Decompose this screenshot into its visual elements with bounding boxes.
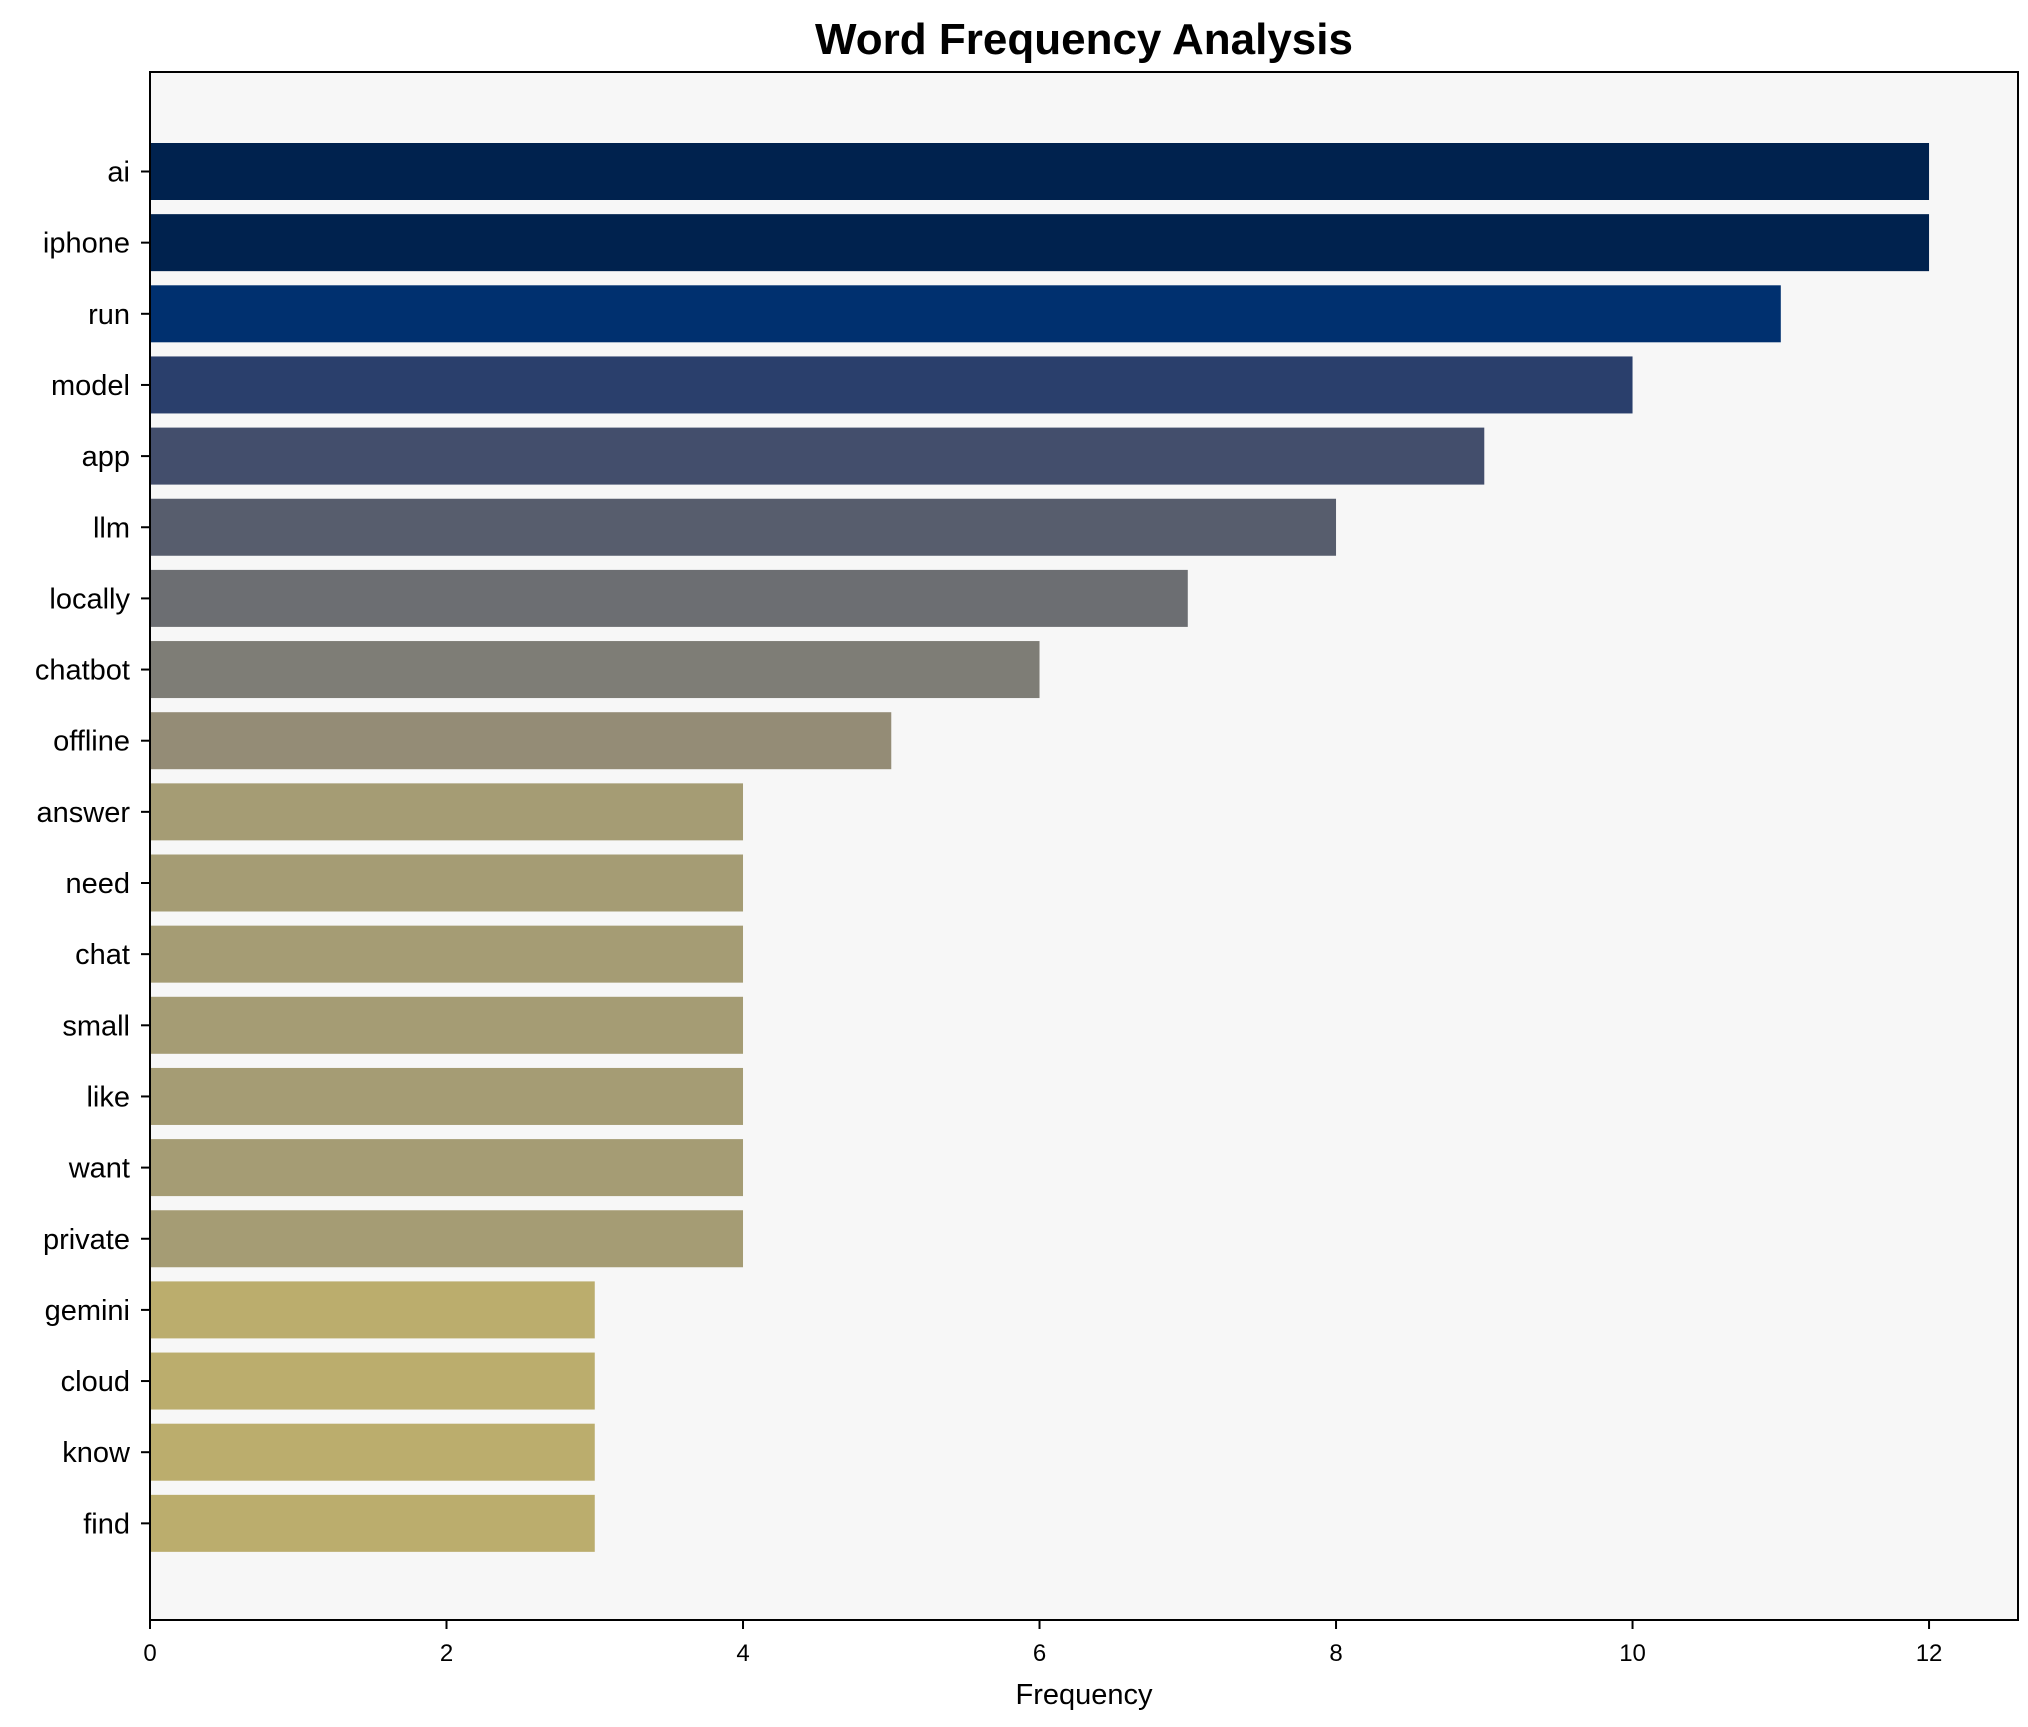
y-tick-label-chat: chat (75, 939, 130, 971)
y-tick-label-like: like (86, 1081, 130, 1113)
y-tick-label-chatbot: chatbot (35, 655, 130, 687)
bars-layer (150, 143, 1930, 1552)
bar-ai (150, 143, 1930, 200)
plot-frame (149, 71, 2019, 1621)
bar-answer (150, 783, 744, 841)
y-tick-label-gemini: gemini (45, 1295, 130, 1327)
bar-gemini (150, 1281, 595, 1339)
bar-need (150, 854, 744, 912)
x-axis-label: Frequency (1015, 1679, 1153, 1711)
x-axis-ticks: 0 2 4 6 8 10 12 (143, 1620, 1942, 1667)
y-tick-label-run: run (88, 299, 130, 331)
x-tick-label: 8 (1329, 1640, 1342, 1667)
y-tick-label-find: find (83, 1508, 130, 1540)
bar-small (150, 996, 744, 1054)
x-tick-label: 4 (736, 1640, 749, 1667)
y-tick-label-llm: llm (93, 512, 130, 544)
y-tick-label-cloud: cloud (61, 1366, 130, 1398)
bar-app (150, 427, 1485, 485)
bar-run (150, 285, 1781, 343)
y-tick-label-small: small (62, 1010, 130, 1042)
y-axis-ticks: ai iphone run model app llm locally chatbot offl… (35, 157, 150, 1540)
x-tick-label: 10 (1619, 1640, 1646, 1667)
y-tick-label-locally: locally (49, 583, 130, 615)
bar-like (150, 1067, 744, 1125)
y-tick-label-know: know (62, 1437, 131, 1469)
bar-find (150, 1494, 595, 1552)
bar-chatbot (150, 641, 1040, 699)
y-tick-label-private: private (43, 1224, 130, 1256)
bar-iphone (150, 214, 1930, 272)
bar-chat (150, 925, 744, 983)
bar-cloud (150, 1352, 595, 1410)
bar-offline (150, 712, 892, 770)
x-tick-label: 2 (440, 1640, 453, 1667)
y-tick-label-answer: answer (37, 797, 131, 829)
chart-title: Word Frequency Analysis (815, 15, 1353, 64)
x-tick-label: 0 (143, 1640, 156, 1667)
bar-private (150, 1210, 744, 1268)
bar-want (150, 1139, 744, 1197)
y-tick-label-want: want (68, 1153, 130, 1185)
y-tick-label-app: app (82, 441, 130, 473)
y-tick-label-need: need (65, 868, 130, 900)
x-tick-label: 12 (1916, 1640, 1943, 1667)
bar-know (150, 1423, 595, 1481)
bar-model (150, 356, 1633, 414)
y-tick-label-model: model (51, 370, 130, 402)
x-tick-label: 6 (1033, 1640, 1046, 1667)
bar-llm (150, 498, 1337, 556)
y-tick-label-ai: ai (107, 157, 130, 189)
bar-locally (150, 569, 1188, 627)
y-tick-label-offline: offline (53, 726, 130, 758)
y-tick-label-iphone: iphone (43, 228, 130, 260)
